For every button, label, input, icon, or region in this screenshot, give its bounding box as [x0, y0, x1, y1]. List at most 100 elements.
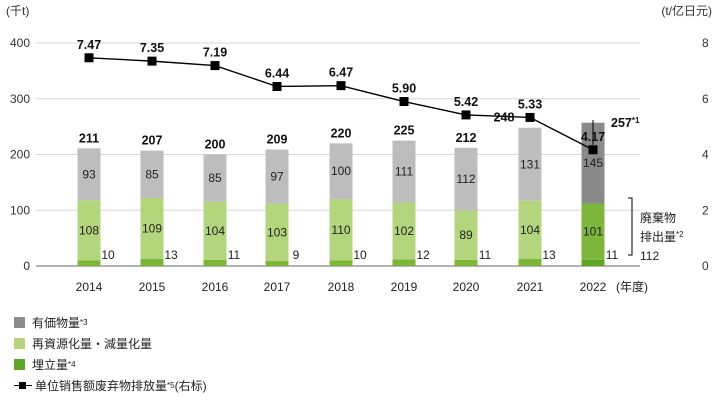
y-left-tick-label: 100	[10, 203, 30, 217]
y-left-unit: (千t)	[6, 4, 29, 18]
legend-line-key	[14, 380, 32, 391]
valuables-value-label: 97	[270, 170, 284, 184]
intensity-value-label: 5.42	[454, 95, 478, 109]
total-label: 248	[494, 111, 515, 125]
y-left-tick-label: 400	[10, 36, 30, 50]
valuables-value-label: 111	[395, 165, 414, 179]
bar-segment	[518, 258, 542, 266]
legend-label: 埋立量	[32, 358, 69, 372]
x-tick-label: 2017	[264, 280, 291, 294]
bar-segment	[581, 259, 605, 266]
bar-segment	[518, 127, 542, 201]
bar-segment	[581, 203, 605, 260]
total-label: 212	[456, 131, 477, 145]
bar-segment	[203, 201, 227, 260]
intensity-marker	[525, 112, 535, 122]
x-tick-label: 2016	[202, 280, 229, 294]
recycle-value-label: 102	[394, 224, 414, 238]
legend-label: 有価物量	[32, 316, 81, 330]
y-left-tick-label: 300	[10, 92, 30, 106]
annotation-bracket	[628, 197, 633, 256]
recycle-value-label: 110	[331, 223, 350, 237]
intensity-marker	[210, 61, 220, 71]
y-left-tick-label: 200	[10, 148, 30, 162]
bar-segment	[77, 148, 101, 201]
annotation-value: 112	[640, 249, 659, 263]
bar-segment	[77, 260, 101, 266]
bar-segment	[392, 140, 416, 203]
legend-item: 单位销售额废弃物排放量 *5 (右标)	[14, 375, 207, 396]
bar-segment	[265, 260, 289, 266]
intensity-marker	[84, 53, 94, 63]
intensity-value-label: 6.47	[329, 66, 353, 80]
total-label-2022: 257*1	[611, 116, 640, 130]
legend-swatch	[14, 359, 25, 370]
total-label: 220	[331, 126, 352, 140]
landfill-value-label: 9	[293, 248, 300, 262]
intensity-marker	[272, 81, 282, 91]
legend-suffix: (右标)	[174, 379, 207, 393]
bar-segment	[329, 199, 353, 261]
bar-segment	[140, 258, 164, 266]
chart-legend: 有価物量 *3 再資源化量・減量化量埋立量 *4 单位销售额废弃物排放量 *5 (右标)	[14, 312, 207, 396]
bar-segment	[329, 260, 353, 266]
landfill-value-label: 10	[101, 248, 115, 262]
bar-segment	[392, 259, 416, 266]
landfill-value-label: 11	[606, 248, 619, 262]
intensity-marker	[147, 56, 157, 66]
intensity-value-label: 7.47	[77, 38, 101, 52]
y-right-tick-label: 4	[702, 148, 709, 162]
legend-item: 有価物量 *3	[14, 312, 207, 333]
total-label: 209	[267, 132, 288, 146]
total-label: 200	[205, 138, 226, 152]
intensity-value-label: 7.35	[140, 41, 164, 55]
x-tick-label: 2014	[76, 280, 103, 294]
legend-label: 单位销售额废弃物排放量	[35, 379, 168, 393]
bar-segment	[392, 202, 416, 260]
y-right-tick-label: 0	[702, 259, 709, 273]
valuables-value-label: 85	[145, 167, 159, 181]
bar-segment	[329, 143, 353, 200]
landfill-value-label: 11	[479, 248, 492, 262]
recycle-value-label: 104	[520, 223, 540, 237]
y-right-tick-label: 6	[702, 92, 709, 106]
legend-label: 再資源化量・減量化量	[32, 337, 153, 351]
legend-item: 再資源化量・減量化量	[14, 333, 207, 354]
bar-segment	[203, 259, 227, 266]
intensity-value-label: 5.33	[518, 97, 542, 111]
y-right-tick-label: 8	[702, 36, 709, 50]
total-label: 211	[79, 131, 99, 145]
legend-swatch	[14, 317, 25, 328]
bar-segment	[140, 150, 164, 198]
y-right-tick-label: 2	[702, 203, 709, 217]
valuables-value-label: 93	[82, 167, 96, 181]
valuables-value-label: 100	[331, 164, 351, 178]
x-unit-label: (年度)	[616, 279, 648, 294]
landfill-value-label: 13	[164, 248, 178, 262]
x-tick-label: 2020	[453, 280, 480, 294]
landfill-value-label: 11	[228, 248, 241, 262]
annotation-label-2: 排出量*2	[640, 230, 684, 244]
intensity-value-label: 5.90	[392, 82, 416, 96]
landfill-value-label: 12	[416, 248, 430, 262]
intensity-marker	[336, 81, 346, 91]
x-tick-label: 2019	[391, 280, 418, 294]
intensity-marker	[588, 145, 598, 155]
bar-segment	[454, 147, 478, 211]
x-tick-label: 2022	[580, 280, 607, 294]
bar-segment	[454, 259, 478, 266]
legend-item: 埋立量 *4	[14, 354, 207, 375]
recycle-value-label: 108	[79, 223, 99, 237]
recycle-value-label: 101	[583, 225, 603, 239]
bar-segment	[203, 154, 227, 202]
total-label: 225	[394, 124, 415, 138]
landfill-value-label: 13	[542, 248, 556, 262]
valuables-value-label: 85	[208, 171, 222, 185]
legend-note: *3	[80, 318, 88, 327]
intensity-value-label: 6.44	[265, 66, 289, 80]
y-right-unit: (t/亿日元)	[661, 3, 712, 18]
valuables-value-label: 131	[520, 157, 540, 171]
intensity-marker	[461, 110, 471, 120]
bar-segment	[265, 203, 289, 261]
